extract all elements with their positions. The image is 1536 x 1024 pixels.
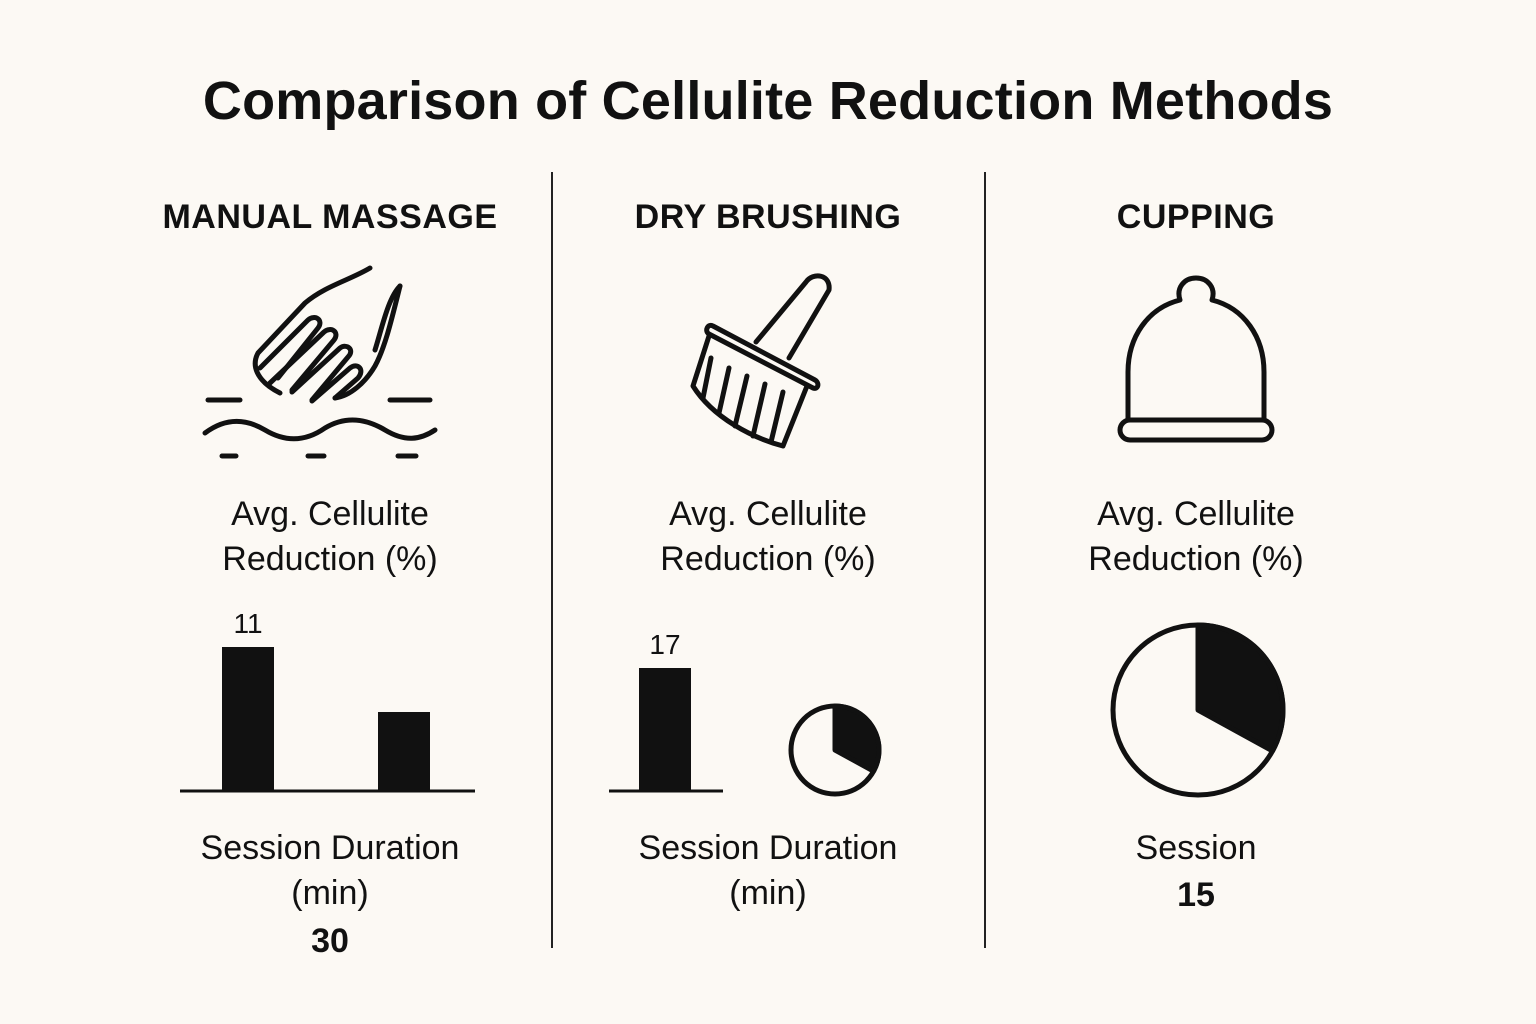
- bar-data-label: 11: [233, 608, 262, 639]
- method-heading: DRY BRUSHING: [634, 198, 902, 236]
- metric-label-line1: Avg. Cellulite: [669, 495, 867, 533]
- bar: [222, 647, 274, 790]
- brushing-bar-chart: 17: [609, 629, 723, 793]
- metric-label-line2: Reduction (%): [222, 540, 438, 578]
- brush-icon: [690, 273, 832, 449]
- method-column-manual-massage: MANUAL MASSAGE Avg. Cellulite Reduction …: [110, 0, 550, 1024]
- cup-icon: [1117, 275, 1275, 443]
- metric-label: Avg. Cellulite Reduction (%): [110, 492, 550, 582]
- pie-slice: [1195, 622, 1286, 754]
- hand-massage-icon: [202, 265, 438, 459]
- method-column-cupping: CUPPING Avg. Cellulite Reduction (%) Ses…: [986, 0, 1406, 1024]
- metric-label: Avg. Cellulite Reduction (%): [553, 492, 983, 582]
- session-caption-line1: Session: [1135, 829, 1257, 867]
- session-caption: Session Duration (min): [553, 826, 983, 916]
- metric-label-line2: Reduction (%): [660, 540, 876, 578]
- pie-slice: [832, 703, 882, 774]
- session-caption-line2: (min): [291, 874, 369, 912]
- session-caption-line2: (min): [729, 874, 807, 912]
- page-title: Comparison of Cellulite Reduction Method…: [202, 71, 1334, 131]
- metric-label: Avg. Cellulite Reduction (%): [986, 492, 1406, 582]
- method-heading: MANUAL MASSAGE: [162, 198, 498, 236]
- column-divider-left: [551, 172, 553, 948]
- massage-bar-chart: 11: [180, 608, 475, 793]
- column-divider-right: [984, 172, 986, 948]
- method-heading: CUPPING: [1116, 198, 1276, 236]
- cupping-pie-chart: [1110, 622, 1286, 798]
- session-caption-line1: Session Duration: [200, 829, 460, 867]
- metric-label-line1: Avg. Cellulite: [1097, 495, 1295, 533]
- session-value: 15: [1177, 876, 1215, 914]
- session-caption: Session Duration (min): [110, 826, 550, 916]
- bar: [639, 668, 691, 790]
- session-caption-line1: Session Duration: [638, 829, 898, 867]
- session-value: 30: [311, 922, 349, 960]
- bar-data-label: 17: [649, 629, 680, 660]
- bar: [378, 712, 430, 790]
- brushing-pie-chart: [788, 703, 882, 797]
- method-column-dry-brushing: DRY BRUSHING Avg. Cellulite Reduction (%…: [553, 0, 983, 1024]
- session-caption: Session: [986, 826, 1406, 871]
- metric-label-line2: Reduction (%): [1088, 540, 1304, 578]
- metric-label-line1: Avg. Cellulite: [231, 495, 429, 533]
